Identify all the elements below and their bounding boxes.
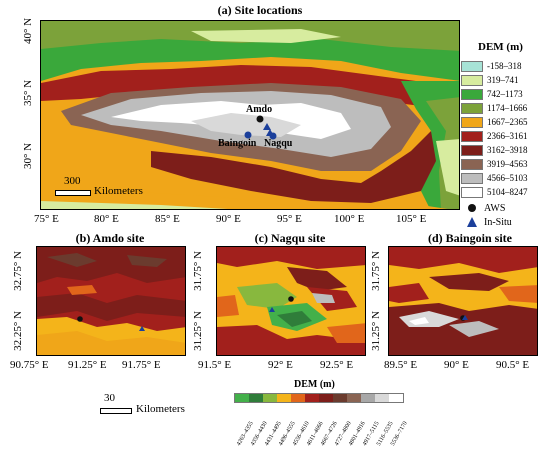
amdo-label: Amdo [246, 104, 273, 115]
panel-d-y-tick: 31.75° N [370, 251, 382, 291]
bottom-legend-swatch [375, 394, 389, 402]
bottom-scale-unit: Kilometers [136, 403, 185, 415]
panel-b-y-tick: 32.25° N [12, 311, 24, 351]
legend-item: 4566–5103 [461, 172, 528, 184]
bottom-legend-swatch [319, 394, 333, 402]
panel-b-map [36, 246, 186, 356]
panel-b-x-tick: 90.75° E [10, 359, 49, 371]
bottom-legend-swatch [361, 394, 375, 402]
main-y-tick: 35° N [22, 79, 34, 107]
panel-c-x-tick: 91.5° E [198, 359, 232, 371]
panel-b-dem [37, 247, 185, 355]
legend-insitu: In-Situ [466, 216, 512, 228]
bottom-legend-swatch [305, 394, 319, 402]
nagqu-aws-marker [288, 296, 294, 302]
panel-b-y-tick: 32.75° N [12, 251, 24, 291]
panel-d-y-tick: 31.25° N [370, 311, 382, 351]
legend-item: 742–1173 [461, 88, 523, 100]
legend-item: 3919–4563 [461, 158, 528, 170]
bottom-legend-colorbar [234, 393, 404, 403]
legend-item: 3162–3918 [461, 144, 528, 156]
bottom-legend-swatch [333, 394, 347, 402]
panel-c-x-tick: 92° E [268, 359, 293, 371]
legend-aws: AWS [466, 202, 505, 214]
bottom-legend-title: DEM (m) [294, 379, 335, 390]
panel-b-x-tick: 91.25° E [68, 359, 107, 371]
panel-d-map [388, 246, 538, 356]
panel-c-title: (c) Nagqu site [254, 231, 326, 245]
main-y-tick: 40° N [22, 17, 34, 45]
main-scale-value: 300 [64, 175, 81, 187]
panel-c-x-tick: 92.5° E [320, 359, 354, 371]
bottom-legend-swatch [277, 394, 291, 402]
main-x-tick: 90° E [216, 213, 241, 225]
main-scale-bar [55, 190, 91, 196]
legend-item: 1174–1666 [461, 102, 527, 114]
main-x-tick: 105° E [396, 213, 427, 225]
bottom-legend-swatch [389, 394, 403, 402]
bottom-legend-swatch [347, 394, 361, 402]
baingoin-insitu-marker [462, 315, 468, 320]
amdo-aws-marker [77, 316, 83, 322]
amdo-insitu-marker [139, 326, 145, 331]
amdo-insitu-marker [263, 123, 271, 130]
nagqu-insitu-marker [266, 129, 274, 136]
main-x-tick: 80° E [94, 213, 119, 225]
panel-d-x-tick: 90.5° E [496, 359, 530, 371]
legend-item: -158–318 [461, 60, 522, 72]
main-map-title: (a) Site locations [217, 3, 303, 17]
baingoin-aws-marker [244, 131, 252, 139]
panel-c-y-tick: 31.75° N [192, 251, 204, 291]
main-x-tick: 95° E [277, 213, 302, 225]
amdo-aws-marker [256, 115, 264, 123]
nagqu-insitu-marker [269, 307, 275, 312]
insitu-marker-icon [467, 217, 477, 227]
legend-item: 1667–2365 [461, 116, 528, 128]
panel-b-title: (b) Amdo site [75, 231, 145, 245]
main-map [40, 20, 460, 210]
aws-marker-icon [468, 204, 476, 212]
panel-c-map [216, 246, 366, 356]
main-map-dem [41, 21, 459, 209]
bottom-legend-swatch [263, 394, 277, 402]
legend-title: DEM (m) [478, 41, 523, 53]
main-x-tick: 100° E [334, 213, 365, 225]
main-scale-unit: Kilometers [94, 185, 143, 197]
bottom-scale-bar [100, 408, 132, 414]
panel-b-x-tick: 91.75° E [122, 359, 161, 371]
main-x-tick: 75° E [34, 213, 59, 225]
bottom-legend-swatch [249, 394, 263, 402]
main-x-tick: 85° E [155, 213, 180, 225]
panel-c-dem [217, 247, 365, 355]
panel-d-title: (d) Baingoin site [427, 231, 512, 245]
legend-item: 5104–8247 [461, 186, 528, 198]
legend-item: 2366–3161 [461, 130, 528, 142]
panel-d-x-tick: 90° E [444, 359, 469, 371]
panel-d-dem [389, 247, 537, 355]
bottom-scale-value: 30 [104, 392, 115, 404]
bottom-legend-swatch [235, 394, 249, 402]
bottom-legend-swatch [291, 394, 305, 402]
legend-item: 319–741 [461, 74, 519, 86]
main-y-tick: 30° N [22, 142, 34, 170]
nagqu-label: Nagqu [264, 138, 293, 149]
baingoin-label: Baingoin [218, 138, 257, 149]
panel-d-x-tick: 89.5° E [384, 359, 418, 371]
panel-c-y-tick: 31.25° N [192, 311, 204, 351]
